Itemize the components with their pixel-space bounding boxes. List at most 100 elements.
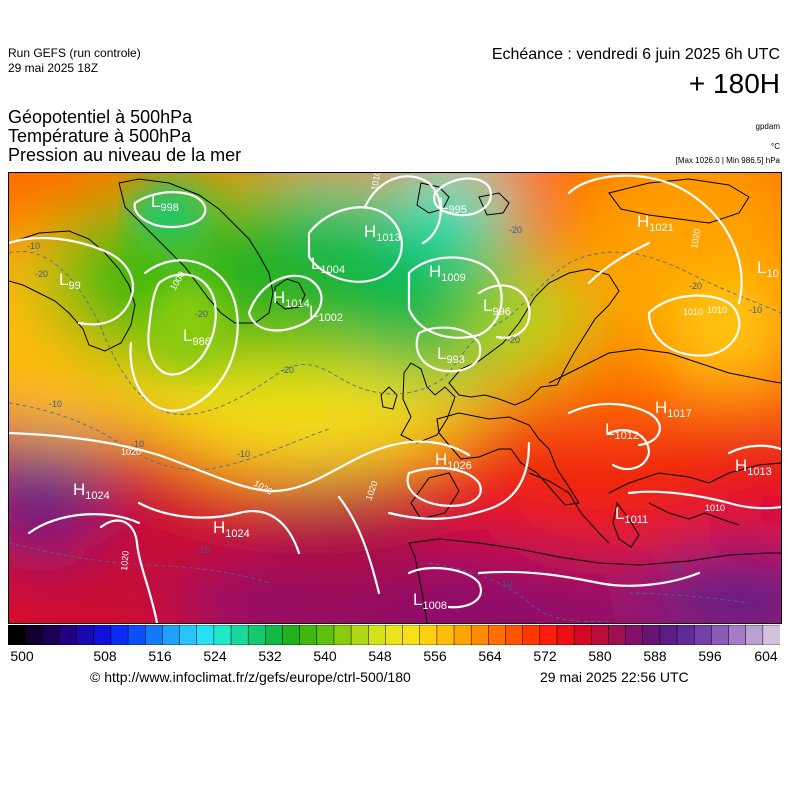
colorbar-cell — [8, 625, 26, 645]
forecast-lead-time: + 180H — [688, 68, 780, 99]
colorbar-cell — [282, 625, 301, 645]
isotherm-labels: -10 -20 -20 -10 -10 -20 -10 -20 -20 -20 -10 -10 -10 -… — [27, 225, 762, 589]
colorbar-cell — [230, 625, 249, 645]
colorbar-cell — [402, 625, 421, 645]
isobar-value-label: 1010 — [369, 173, 382, 191]
colorbar-tick-label: 540 — [313, 648, 337, 664]
pressure-max-min: [Max 1026.0 | Min 986.5] hPa — [675, 156, 780, 165]
isotherm-value-label: -10 — [499, 579, 512, 589]
isobar-value-label: 1020 — [119, 550, 131, 571]
colorbar-tick-label: 556 — [423, 648, 447, 664]
colorbar-cell — [247, 625, 267, 645]
generated-date: 29 mai 2025 22:56 UTC — [540, 669, 689, 685]
isobar-value-label: 1010 — [683, 307, 703, 317]
colorbar-cell — [676, 625, 695, 645]
run-date: 29 mai 2025 18Z — [8, 61, 99, 75]
unit-celsius: °C — [771, 142, 780, 151]
run-title: Run GEFS (run controle) — [8, 46, 141, 60]
colorbar-cell — [591, 625, 610, 645]
colorbar-cell — [642, 625, 661, 645]
colorbar-cell — [453, 625, 472, 645]
low-pressure-label: L1011 — [615, 504, 648, 526]
isotherm-value-label: -10 — [131, 439, 144, 449]
high-pressure-label: H1014 — [273, 288, 310, 310]
colorbar-cell — [539, 625, 558, 645]
colorbar-cell — [745, 625, 764, 645]
isobar-value-label: 1020 — [689, 228, 702, 249]
colorbar-cell — [59, 625, 78, 645]
colorbar-cell — [299, 625, 318, 645]
isotherm-value-label: -10 — [669, 563, 682, 573]
colorbar-cell — [265, 625, 284, 645]
low-pressure-label: L995 — [439, 194, 467, 216]
colorbar-cell — [625, 625, 644, 645]
colorbar-cell — [762, 625, 780, 645]
high-pressure-label: H1009 — [429, 262, 466, 284]
isotherm-value-label: -20 — [509, 225, 522, 235]
title-mslp: Pression au niveau de la mer — [8, 145, 242, 165]
colorbar-tick-label: 532 — [258, 648, 282, 664]
isotherm-value-label: -10 — [197, 545, 210, 555]
low-pressure-label: L1002 — [309, 302, 343, 324]
colorbar-tick-label: 548 — [368, 648, 392, 664]
colorbar-cell — [179, 625, 198, 645]
colorbar-cell — [385, 625, 404, 645]
colorbar-cell — [728, 625, 747, 645]
source-url[interactable]: © http://www.infoclimat.fr/z/gefs/europe… — [90, 669, 411, 685]
isotherm-value-label: -20 — [689, 281, 702, 291]
isotherm-value-label: -20 — [35, 269, 48, 279]
colorbar-tick-label: 596 — [698, 648, 722, 664]
low-pressure-label: L1004 — [311, 254, 345, 276]
weather-map[interactable]: L998 L99 L986 L1004 H1013 L995 H1009 L996 H1014 L… — [8, 172, 782, 624]
isotherm-value-label: -10 — [49, 399, 62, 409]
high-pressure-label: H1013 — [735, 456, 772, 478]
isotherm-value-label: -10 — [749, 305, 762, 315]
colorbar-tick-label: 564 — [478, 648, 502, 664]
colorbar-cell — [659, 625, 678, 645]
low-pressure-label: L99 — [59, 270, 81, 292]
isobar-value-label: 1010 — [707, 305, 727, 315]
colorbar-tick-label: 508 — [93, 648, 117, 664]
high-pressure-label: H1024 — [213, 518, 250, 540]
colorbar-cell — [711, 625, 730, 645]
colorbar-cell — [419, 625, 438, 645]
colorbar-cell — [316, 625, 335, 645]
high-pressure-label: H1013 — [364, 222, 401, 244]
isotherms — [9, 251, 781, 622]
isotherm-value-label: -10 — [27, 241, 40, 251]
colorbar-cell — [693, 625, 713, 645]
colorbar-cell — [144, 625, 164, 645]
isotherm-value-label: -20 — [507, 335, 520, 345]
colorbar-tick-label: 572 — [533, 648, 557, 664]
low-pressure-label: L998 — [151, 192, 179, 214]
colorbar-cell — [608, 625, 627, 645]
low-pressure-label: L1008 — [413, 590, 447, 612]
title-geopotential: Géopotentiel à 500hPa — [8, 107, 193, 127]
colorbar-cell — [76, 625, 95, 645]
colorbar-cell — [196, 625, 215, 645]
colorbar-ticks: 500 508 516 524 532 540 548 556 564 572 580 588 596 6… — [0, 648, 788, 668]
colorbar-tick-label: 580 — [588, 648, 612, 664]
colorbar-tick-label: 516 — [148, 648, 172, 664]
isotherm-value-label: -20 — [195, 309, 208, 319]
low-pressure-label: L996 — [483, 296, 511, 318]
unit-gpdam: gpdam — [755, 122, 780, 131]
colorbar-cell — [556, 625, 575, 645]
colorbar-cell — [42, 625, 61, 645]
colorbar-cell — [213, 625, 232, 645]
colorbar-cell — [470, 625, 490, 645]
isotherm-value-label: -20 — [281, 365, 294, 375]
low-pressure-label: L1012 — [605, 420, 639, 442]
colorbar-cell — [488, 625, 507, 645]
colorbar-cell — [522, 625, 541, 645]
colorbar-cell — [505, 625, 524, 645]
low-pressure-label: L986 — [183, 326, 211, 348]
high-pressure-label: H1024 — [73, 480, 110, 502]
isobar-value-label: 1020 — [121, 447, 141, 457]
colorbar-tick-label: 588 — [643, 648, 667, 664]
colorbar-cell — [110, 625, 129, 645]
colorbar-tick-label: 500 — [10, 648, 34, 664]
isobar-value-label: 1010 — [705, 503, 725, 513]
